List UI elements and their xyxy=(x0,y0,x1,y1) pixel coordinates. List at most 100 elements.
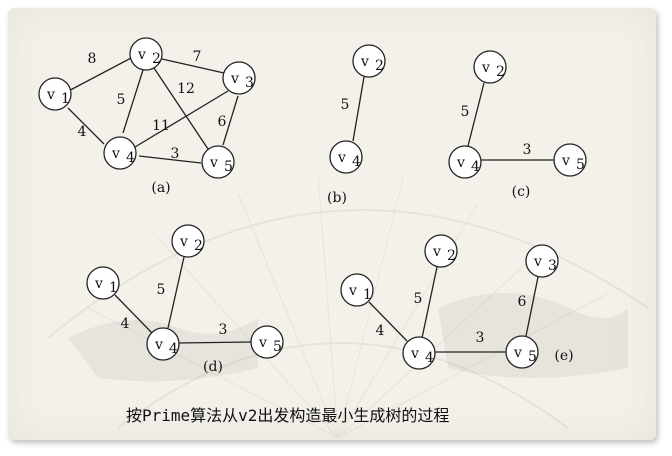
edge-v2-v4 xyxy=(421,266,438,339)
weight-v2-v4: 5 xyxy=(157,282,166,298)
graph-b-label: (b) xyxy=(327,190,347,206)
node-v2-sub: 2 xyxy=(152,51,161,67)
node-v4: v 4 xyxy=(103,136,137,170)
figure-panel: 8 7 5 12 11 6 4 3 v 1 v 2 v 3 xyxy=(8,8,656,440)
weight-v1-v4: 4 xyxy=(376,323,385,339)
node-v5: v 5 xyxy=(201,145,235,179)
node-v4-letter: v xyxy=(410,346,419,362)
edge-v2-v4 xyxy=(352,76,365,142)
node-v4-sub: 4 xyxy=(471,159,480,175)
node-v2-sub: 2 xyxy=(194,238,203,254)
node-v4: v 4 xyxy=(402,336,436,370)
node-v3: v 3 xyxy=(222,61,256,95)
node-v2: v 2 xyxy=(473,50,507,84)
graph-c: 5 3 v 2 v 4 v 5 (c) xyxy=(448,50,587,200)
node-v5: v 5 xyxy=(250,325,284,359)
edge-v2-v4 xyxy=(122,69,144,134)
edge-v2-v4 xyxy=(167,256,185,329)
node-v2-letter: v xyxy=(481,60,490,76)
weight-v2-v4: 5 xyxy=(117,92,126,108)
node-v2-letter: v xyxy=(137,47,146,63)
node-v4-sub: 4 xyxy=(126,150,135,166)
spanning-tree-diagrams: 8 7 5 12 11 6 4 3 v 1 v 2 v 3 xyxy=(38,37,587,375)
node-v5-letter: v xyxy=(561,153,570,169)
edge-v4-v5 xyxy=(177,341,252,344)
node-v4-letter: v xyxy=(111,146,120,162)
graph-d-label: (d) xyxy=(203,359,223,375)
figure-caption: 按Prime算法从v2出发构造最小生成树的过程 xyxy=(126,406,450,425)
edge-v2-v3 xyxy=(161,58,225,74)
edge-v3-v4 xyxy=(134,90,229,148)
node-v2-letter: v xyxy=(179,234,188,250)
node-v5-sub: 5 xyxy=(576,157,585,173)
node-v5-letter: v xyxy=(258,335,267,351)
node-v1: v 1 xyxy=(340,273,374,307)
node-v5-letter: v xyxy=(209,155,218,171)
edge-v3-v5 xyxy=(525,276,539,337)
weight-v1-v4: 4 xyxy=(121,316,130,332)
node-v3: v 3 xyxy=(525,244,559,278)
node-v3-sub: 3 xyxy=(245,75,254,91)
node-v4: v 4 xyxy=(146,327,180,361)
node-v5-sub: 5 xyxy=(528,349,537,365)
weight-v4-v5: 3 xyxy=(219,322,228,338)
node-v4: v 4 xyxy=(329,140,363,174)
graph-a: 8 7 5 12 11 6 4 3 v 1 v 2 v 3 xyxy=(38,37,256,196)
weight-v2-v4: 5 xyxy=(461,104,470,120)
node-v4-sub: 4 xyxy=(169,341,178,357)
node-v1-letter: v xyxy=(94,276,103,292)
weight-v2-v5: 12 xyxy=(177,81,195,97)
node-v4-sub: 4 xyxy=(425,350,434,366)
graph-b: 5 v 2 v 4 (b) xyxy=(327,44,386,206)
node-v5-sub: 5 xyxy=(224,159,233,175)
node-v5: v 5 xyxy=(505,335,539,369)
node-v1: v 1 xyxy=(86,266,120,300)
graph-c-label: (c) xyxy=(512,184,531,200)
graph-d: 5 4 3 v 1 v 2 v 4 v 5 (d) xyxy=(86,224,284,375)
node-v5: v 5 xyxy=(553,143,587,177)
edge-v3-v5 xyxy=(222,95,239,146)
graph-e: 5 4 3 6 v 1 v 2 v 3 v 4 xyxy=(340,234,574,370)
node-v2: v 2 xyxy=(352,44,386,78)
edge-v2-v4 xyxy=(467,82,485,147)
node-v2: v 2 xyxy=(129,37,163,71)
weight-v2-v4: 5 xyxy=(414,291,423,307)
edge-v1-v4 xyxy=(67,107,105,145)
graph-a-label: (a) xyxy=(151,180,170,196)
node-v2-letter: v xyxy=(360,54,369,70)
node-v3-letter: v xyxy=(230,71,239,87)
node-v3-letter: v xyxy=(533,254,542,270)
node-v1-sub: 1 xyxy=(61,91,70,107)
weight-v3-v4: 11 xyxy=(152,118,170,134)
node-v5-letter: v xyxy=(513,345,522,361)
node-v1-letter: v xyxy=(348,283,357,299)
node-v2-sub: 2 xyxy=(447,248,456,264)
node-v2: v 2 xyxy=(171,224,205,258)
node-v2-letter: v xyxy=(432,244,441,260)
weight-v2-v4: 5 xyxy=(341,97,350,113)
edge-v1-v4 xyxy=(114,294,153,334)
edge-v1-v4 xyxy=(368,301,408,342)
weight-v1-v2: 8 xyxy=(88,51,97,67)
node-v2-sub: 2 xyxy=(375,58,384,74)
weight-v4-v5: 3 xyxy=(523,142,532,158)
weight-v4-v5: 3 xyxy=(476,330,485,346)
weight-v3-v5: 6 xyxy=(218,114,227,130)
node-v5-sub: 5 xyxy=(273,339,282,355)
node-v3-sub: 3 xyxy=(548,258,557,274)
node-v1-sub: 1 xyxy=(109,280,118,296)
node-v1-sub: 1 xyxy=(363,287,372,303)
node-v1: v 1 xyxy=(38,77,72,111)
node-v4-letter: v xyxy=(456,155,465,171)
node-v4-letter: v xyxy=(154,337,163,353)
node-v2: v 2 xyxy=(424,234,458,268)
weight-v2-v3: 7 xyxy=(193,49,202,65)
node-v4: v 4 xyxy=(448,145,482,179)
edge-v2-v5 xyxy=(153,67,211,153)
weight-v1-v4: 4 xyxy=(78,124,87,140)
node-v4-sub: 4 xyxy=(352,154,361,170)
node-v1-letter: v xyxy=(46,87,55,103)
graph-e-label: (e) xyxy=(554,348,573,364)
weight-v4-v5: 3 xyxy=(171,146,180,162)
edge-v4-v5 xyxy=(138,155,202,164)
